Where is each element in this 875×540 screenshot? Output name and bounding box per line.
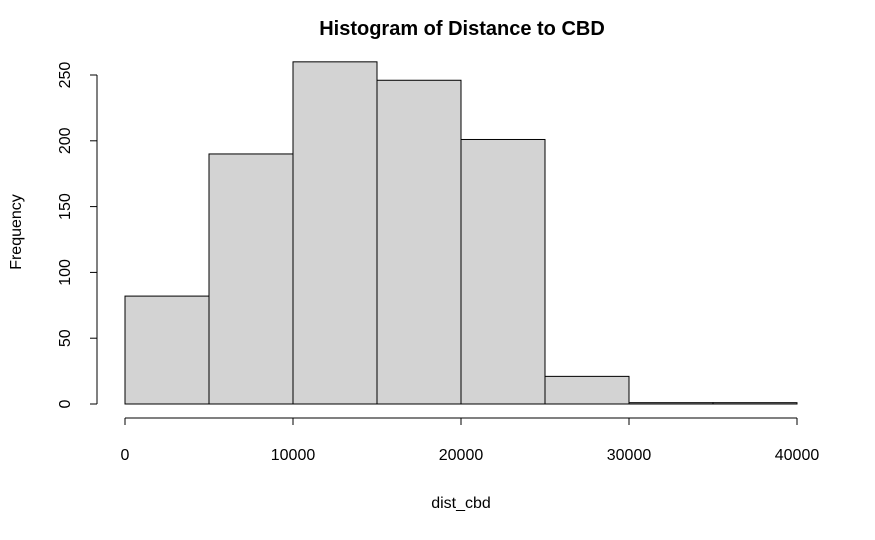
histogram-bar-1 bbox=[124, 295, 210, 405]
y-axis: 0 50 100 150 200 250 bbox=[57, 62, 98, 408]
x-tick-label: 0 bbox=[121, 447, 130, 464]
histogram-bar-5 bbox=[460, 138, 546, 405]
histogram-bar-4 bbox=[376, 79, 462, 405]
x-tick-label: 10000 bbox=[271, 447, 316, 464]
y-tick-label: 200 bbox=[57, 127, 74, 154]
histogram-bar-3 bbox=[292, 61, 378, 405]
histogram-bar-2 bbox=[208, 153, 294, 405]
x-axis-label: dist_cbd bbox=[431, 495, 491, 512]
y-tick-label: 100 bbox=[57, 259, 74, 286]
histogram-bar-6 bbox=[544, 375, 630, 405]
y-tick-label: 0 bbox=[57, 399, 74, 408]
y-tick-label: 150 bbox=[57, 193, 74, 220]
chart-title: Histogram of Distance to CBD bbox=[319, 18, 605, 40]
y-tick-label: 50 bbox=[57, 329, 74, 347]
x-tick-label: 40000 bbox=[775, 447, 820, 464]
x-axis: 0 10000 20000 30000 40000 bbox=[121, 417, 820, 464]
x-tick-label: 20000 bbox=[439, 447, 484, 464]
histogram-bar-8 bbox=[712, 402, 798, 405]
x-tick-label: 30000 bbox=[607, 447, 652, 464]
bars-layer bbox=[124, 61, 798, 405]
y-tick-label: 250 bbox=[57, 62, 74, 89]
histogram-bar-7 bbox=[628, 402, 714, 405]
y-axis-label: Frequency bbox=[8, 194, 25, 270]
